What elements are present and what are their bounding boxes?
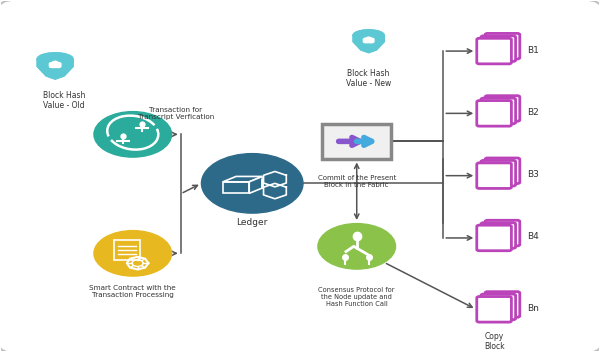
Text: Commit of the Present
Block in the Fabric: Commit of the Present Block in the Fabri…	[317, 175, 396, 188]
Polygon shape	[353, 30, 384, 52]
FancyBboxPatch shape	[485, 220, 520, 246]
FancyBboxPatch shape	[477, 38, 511, 64]
Polygon shape	[263, 171, 286, 187]
Text: Block Hash
Value - Old: Block Hash Value - Old	[43, 91, 86, 110]
Polygon shape	[223, 182, 249, 193]
Circle shape	[202, 154, 303, 213]
Text: B1: B1	[527, 46, 539, 55]
Circle shape	[94, 231, 172, 276]
Polygon shape	[263, 183, 286, 199]
Polygon shape	[223, 176, 262, 182]
FancyBboxPatch shape	[485, 96, 520, 121]
Text: B4: B4	[527, 232, 539, 241]
FancyBboxPatch shape	[49, 62, 62, 68]
Text: Consensus Protocol for
the Node update and
Hash Function Call: Consensus Protocol for the Node update a…	[319, 287, 395, 307]
FancyBboxPatch shape	[485, 292, 520, 317]
Polygon shape	[37, 53, 73, 79]
FancyBboxPatch shape	[477, 225, 511, 251]
FancyBboxPatch shape	[481, 294, 515, 320]
FancyBboxPatch shape	[485, 34, 520, 59]
FancyBboxPatch shape	[481, 36, 515, 61]
Polygon shape	[249, 176, 262, 193]
Text: Block Hash
Value - New: Block Hash Value - New	[346, 69, 391, 88]
Circle shape	[94, 112, 172, 157]
Circle shape	[318, 223, 395, 269]
Text: B2: B2	[527, 108, 539, 117]
FancyBboxPatch shape	[481, 223, 515, 248]
FancyBboxPatch shape	[485, 158, 520, 183]
Text: Bn: Bn	[527, 304, 539, 313]
FancyBboxPatch shape	[481, 160, 515, 186]
FancyBboxPatch shape	[322, 124, 391, 159]
Text: Smart Contract with the
Transaction Processing: Smart Contract with the Transaction Proc…	[89, 285, 176, 298]
FancyBboxPatch shape	[477, 101, 511, 126]
FancyBboxPatch shape	[477, 163, 511, 188]
FancyBboxPatch shape	[481, 98, 515, 124]
Text: B3: B3	[527, 170, 539, 179]
Text: Ledger: Ledger	[236, 218, 268, 227]
Text: Copy
Block: Copy Block	[484, 332, 505, 352]
FancyBboxPatch shape	[363, 37, 374, 44]
FancyBboxPatch shape	[477, 297, 511, 322]
Text: Transaction for
Transcript Verfication: Transaction for Transcript Verfication	[137, 107, 214, 120]
